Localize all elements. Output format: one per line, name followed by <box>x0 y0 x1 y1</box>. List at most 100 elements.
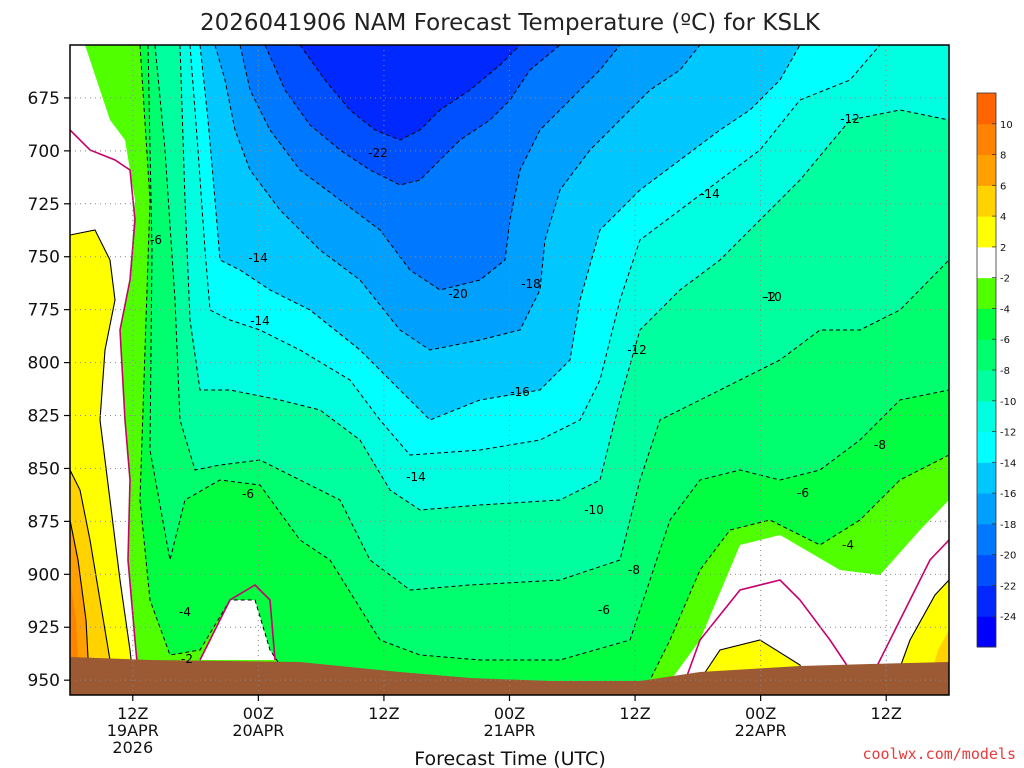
contour-label: -16 <box>510 385 530 399</box>
y-tick-label: 850 <box>28 459 60 479</box>
colorbar-segment <box>977 216 996 248</box>
contour-line-neg22 <box>299 45 521 141</box>
colorbar-segment <box>977 493 996 525</box>
colorbar-segment <box>977 339 996 371</box>
colorbar-segment <box>977 185 996 217</box>
colorbar-segment <box>977 523 996 556</box>
contour-line-zero-left <box>70 129 141 695</box>
x-tick-label: 2026 <box>112 738 153 757</box>
contour-line-neg14 <box>199 45 801 421</box>
contour-label: -8 <box>628 563 640 577</box>
x-tick-label: 22APR <box>735 721 787 740</box>
contour-line-6-left <box>70 519 91 695</box>
credit-text: coolwx.com/models <box>862 745 1016 763</box>
colorbar-tick-label: 10 <box>1000 120 1013 131</box>
contour-label: -12 <box>627 343 647 357</box>
x-tick-label: 12Z <box>619 704 650 723</box>
contour-label: -6 <box>150 233 162 247</box>
x-tick-label: 20APR <box>232 721 284 740</box>
y-tick-label: 900 <box>28 565 60 585</box>
chart-title: 2026041906 NAM Forecast Temperature (ºC)… <box>200 10 821 36</box>
ground-terrain <box>70 657 949 695</box>
contour-line-neg4 <box>139 45 949 695</box>
contour-label: -4 <box>842 538 854 552</box>
contour-label: -14 <box>700 187 720 201</box>
colorbar-tick-label: -12 <box>1000 428 1016 439</box>
contour-label: -20 <box>448 287 468 301</box>
contour-label: -12 <box>840 112 860 126</box>
y-tick-label: 775 <box>28 301 60 321</box>
colorbar-segment <box>977 585 996 617</box>
grid-lines <box>70 45 949 695</box>
y-tick-label: 675 <box>28 89 60 109</box>
contour-label: -6 <box>797 486 809 500</box>
colorbar-tick-label: 6 <box>1000 181 1006 192</box>
x-tick-label: 00Z <box>745 704 776 723</box>
colorbar-tick-label: -8 <box>1000 366 1010 377</box>
y-axis: 675 700 725 750 775 800 825 850 875 900 925 950 <box>28 89 70 691</box>
colorbar-segment <box>977 93 996 125</box>
x-tick-label: 12Z <box>871 704 902 723</box>
colorbar-segment <box>977 616 996 648</box>
colorbar-tick-label: -18 <box>1000 520 1016 531</box>
colorbar-tick-label: -22 <box>1000 581 1016 592</box>
contour-label-layer: -22 -20 -18 -16 -14 -14 -14 -14 -12 -12 -10 -10 -8 -8… <box>150 112 886 666</box>
colorbar-tick-label: -20 <box>1000 551 1016 562</box>
x-tick-label: 12Z <box>117 704 148 723</box>
contour-label: -8 <box>874 438 886 452</box>
contour-line-2-left <box>70 229 136 695</box>
freezing-contour <box>70 129 949 695</box>
colorbar-tick-label: -14 <box>1000 458 1016 469</box>
colorbar-segment <box>977 123 996 156</box>
contour-line-neg10 <box>179 45 949 511</box>
x-tick-label: 19APR <box>107 721 159 740</box>
temperature-fill-layer <box>70 45 949 695</box>
x-tick-label: 12Z <box>368 704 399 723</box>
y-tick-label: 725 <box>28 195 60 215</box>
colorbar-tick-label: 2 <box>1000 243 1006 254</box>
colorbar-segment <box>977 246 996 279</box>
x-tick-label: 21APR <box>483 721 535 740</box>
colorbar-tick-label: 8 <box>1000 151 1006 162</box>
contour-line-neg20 <box>264 45 561 186</box>
colorbar-segment <box>977 431 996 463</box>
colorbar-tick-label: -24 <box>1000 612 1016 623</box>
colorbar-tick-label: 4 <box>1000 212 1006 223</box>
y-tick-label: 825 <box>28 407 60 427</box>
colorbar-segment <box>977 154 996 186</box>
contour-label: -22 <box>368 146 388 160</box>
contour-label: -14 <box>248 251 268 265</box>
colorbar-segment <box>977 400 996 433</box>
contour-label: -6 <box>242 487 254 501</box>
band-warm-right-white <box>660 500 949 695</box>
colorbar-segment <box>977 462 996 494</box>
y-tick-label: 800 <box>28 354 60 374</box>
x-tick-label: 00Z <box>494 704 525 723</box>
colorbar-segment <box>977 308 996 340</box>
colorbar-segment <box>977 554 996 586</box>
y-tick-label: 875 <box>28 512 60 532</box>
contour-label: -2 <box>181 652 193 666</box>
colorbar-tick-label: -4 <box>1000 304 1010 315</box>
contour-label: -10 <box>762 290 782 304</box>
contour-label: -4 <box>179 605 191 619</box>
colorbar: 10 8 6 4 2 -2 -4 -6 -8 -10 -12 -14 -16 -18 -20 -22 -24 <box>976 92 1016 648</box>
contour-line-zero-lens <box>199 583 276 661</box>
y-tick-label: 750 <box>28 248 60 268</box>
contour-label: -18 <box>521 277 541 291</box>
contour-label: -2 <box>764 290 776 304</box>
contour-line-neg18 <box>239 45 621 291</box>
colorbar-segment <box>977 370 996 402</box>
colorbar-tick-label: -16 <box>1000 489 1016 500</box>
contour-line-neg16 <box>214 45 701 351</box>
colorbar-tick-label: -6 <box>1000 335 1010 346</box>
colorbar-tick-label: -10 <box>1000 397 1016 408</box>
contour-label: -14 <box>250 314 270 328</box>
y-tick-label: 925 <box>28 618 60 638</box>
y-tick-label: 950 <box>28 671 60 691</box>
contour-label: -14 <box>406 470 426 484</box>
colorbar-segment <box>977 277 996 309</box>
contour-line-zero-right <box>679 539 949 695</box>
